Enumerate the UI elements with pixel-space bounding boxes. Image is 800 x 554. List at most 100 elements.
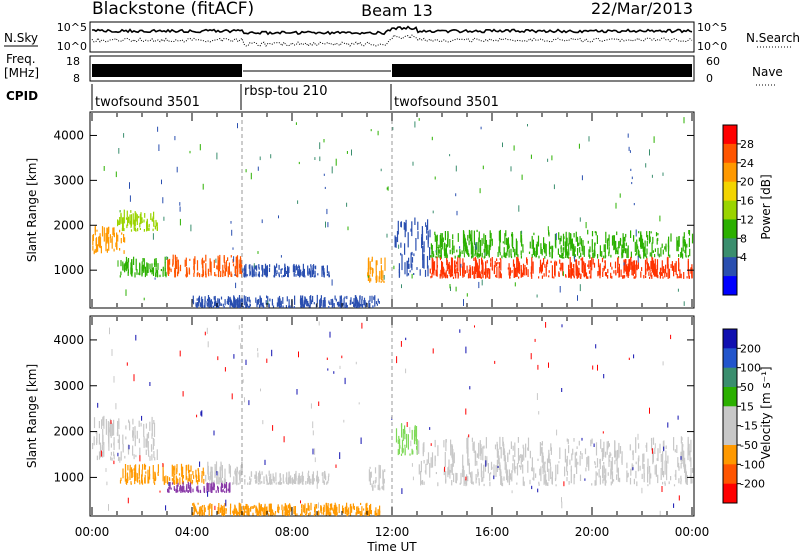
- velocity-frame: [89, 315, 695, 517]
- nsearch-tick-top: 10^5: [697, 21, 727, 34]
- power-colorbar-label-4: 12: [740, 213, 754, 226]
- power-yticks: 1000 2000 3000 4000: [53, 128, 694, 277]
- freq-tick-bottom: 8: [73, 72, 80, 85]
- nsky-tick-bottom: 10^0: [57, 40, 87, 53]
- velocity-colorbar-frame: [722, 328, 738, 504]
- velocity-background-echoes: [97, 321, 682, 516]
- power-ylabel: Slant Range [km]: [25, 158, 39, 262]
- nave-tick-bottom: 0: [706, 72, 713, 85]
- freq-label-line1: Freq.: [6, 52, 36, 66]
- power-colorbar-swatch-7: [723, 257, 737, 277]
- nsearch-label: N.Search: [746, 31, 800, 45]
- time-tick-label-3: 12:00: [375, 525, 410, 539]
- velocity-colorbar-label-3: 15: [740, 400, 754, 413]
- date-title: 22/Mar/2013: [591, 0, 693, 18]
- velocity-regions: [92, 321, 694, 517]
- power-region-4: [242, 263, 330, 278]
- velocity-ytick-label-0: 1000: [53, 470, 84, 484]
- power-region-3: [167, 254, 243, 278]
- velocity-region-3: [244, 470, 330, 485]
- velocity-ylabel: Slant Range [km]: [25, 364, 39, 468]
- cpid-segment-0: twofsound 3501: [95, 95, 200, 110]
- nave-label: Nave: [752, 65, 783, 79]
- power-region-7: [430, 229, 694, 259]
- power-colorbar-swatch-5: [723, 219, 737, 239]
- velocity-colorbar-swatch-0: [723, 329, 737, 349]
- velocity-ytick-label-1: 2000: [53, 425, 84, 439]
- power-colorbar-label-5: 8: [740, 232, 747, 245]
- velocity-yticks: 1000 2000 3000 4000: [53, 333, 694, 484]
- freq-frame: [89, 55, 695, 82]
- velocity-colorbar-label-0: 200: [740, 342, 761, 355]
- nsky-frame: [89, 21, 695, 53]
- power-ytick-label-3: 4000: [53, 128, 84, 142]
- time-tick-label-0: 00:00: [75, 525, 110, 539]
- time-tick-label-4: 16:00: [475, 525, 510, 539]
- nsky-panel: N.Sky 10^5 10^0 10^5 10^0 N.Search: [4, 21, 800, 53]
- freq-tick-top: 18: [66, 55, 80, 68]
- power-ytick-label-1: 2000: [53, 218, 84, 232]
- cpid-row: CPID twofsound 3501 rbsp-tou 210 twofsou…: [6, 84, 499, 110]
- nsearch-line: [91, 34, 693, 47]
- beam-title: Beam 13: [361, 1, 433, 20]
- velocity-panel: 1000 2000 3000 4000 Slant Range [km] 200 100…: [25, 315, 773, 554]
- power-xticks: [91, 113, 693, 307]
- power-colorbar: 28 24 20 16 12 8 4: [722, 124, 754, 296]
- velocity-colorbar-swatch-2: [723, 367, 737, 388]
- power-background-echoes: [103, 117, 685, 308]
- power-colorbar-swatch-0: [723, 125, 737, 145]
- velocity-colorbar-label-2: 50: [740, 381, 754, 394]
- time-tick-label-5: 20:00: [575, 525, 610, 539]
- cpid-segment-1: rbsp-tou 210: [244, 84, 328, 99]
- velocity-region-5: [395, 423, 418, 456]
- power-frame: [89, 111, 695, 309]
- velocity-colorbar-swatch-6: [723, 445, 737, 465]
- power-colorbar-swatch-2: [723, 162, 737, 183]
- velocity-ytick-label-2: 3000: [53, 379, 84, 393]
- velocity-region-6: [417, 436, 694, 487]
- velocity-ytick-label-3: 4000: [53, 333, 84, 347]
- nsky-label: N.Sky: [4, 31, 38, 45]
- time-axis-label: Time UT: [366, 540, 417, 554]
- power-colorbar-swatch-1: [723, 143, 737, 164]
- power-colorbar-label-2: 20: [740, 176, 754, 189]
- power-region-5: [367, 256, 386, 283]
- cpid-segment-2: twofsound 3501: [394, 95, 499, 110]
- velocity-region-0: [92, 415, 158, 461]
- power-region-2: [119, 256, 169, 278]
- velocity-colorbar-swatch-8: [723, 483, 737, 504]
- velocity-colorbar-swatch-7: [723, 464, 737, 485]
- velocity-region-8: [192, 502, 381, 517]
- power-ytick-label-2: 3000: [53, 173, 84, 187]
- power-colorbar-swatch-8: [723, 276, 737, 296]
- velocity-region-1: [119, 463, 205, 485]
- freq-panel: Freq. [MHz] 18 8 60 0 Nave: [4, 52, 783, 86]
- velocity-colorbar-swatch-4: [723, 406, 737, 427]
- nave-tick-top: 60: [706, 55, 720, 68]
- velocity-xticks: [91, 317, 693, 515]
- power-colorbar-swatch-4: [723, 200, 737, 220]
- velocity-colorbar-label-1: 100: [740, 362, 761, 375]
- velocity-colorbar-label-7: -200: [740, 478, 765, 491]
- power-ytick-label-0: 1000: [53, 263, 84, 277]
- power-colorbar-label-1: 24: [740, 157, 754, 170]
- time-tick-label-6: 00:00: [675, 525, 710, 539]
- power-colorbar-label: Power [dB]: [759, 174, 773, 239]
- power-dividers: [241, 113, 393, 307]
- velocity-colorbar: 200 100 50 15 -15 -50 -100 -200: [722, 328, 765, 504]
- cpid-label: CPID: [6, 89, 38, 103]
- velocity-colorbar-label-4: -15: [740, 420, 758, 433]
- velocity-colorbar-label-6: -100: [740, 458, 765, 471]
- velocity-region-4: [368, 464, 386, 491]
- station-title: Blackstone (fitACF): [92, 0, 254, 19]
- power-region-1: [117, 209, 158, 232]
- power-colorbar-label-0: 28: [740, 138, 754, 151]
- velocity-colorbar-label-5: -50: [740, 439, 758, 452]
- nsky-tick-top: 10^5: [57, 21, 87, 34]
- time-tick-label-1: 04:00: [175, 525, 210, 539]
- power-regions: [92, 117, 694, 309]
- power-colorbar-swatch-3: [723, 181, 737, 202]
- velocity-colorbar-swatch-5: [723, 425, 737, 446]
- velocity-region-7: [167, 482, 231, 494]
